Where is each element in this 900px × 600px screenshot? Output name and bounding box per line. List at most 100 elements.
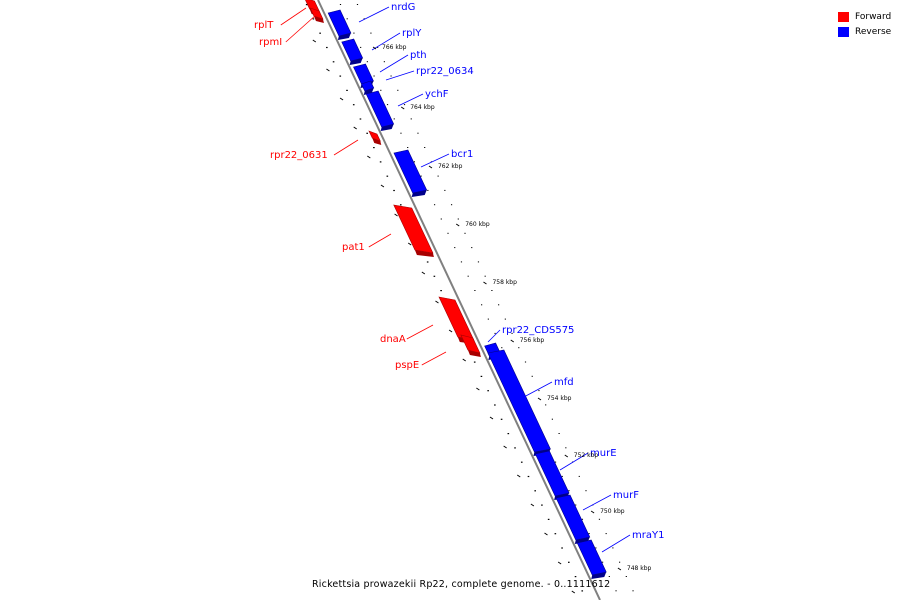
track-dash	[353, 126, 357, 130]
scale-tick	[537, 397, 542, 401]
gene-nrdG	[327, 9, 352, 37]
track-dot	[363, 18, 365, 20]
track-dot	[471, 247, 473, 249]
track-dot	[504, 318, 506, 320]
track-dot	[625, 576, 627, 577]
scale-tick-label: 758 kbp	[492, 279, 517, 286]
track-dot	[417, 132, 419, 134]
scale-tick	[372, 46, 377, 50]
track-dot	[477, 261, 480, 263]
track-dot	[567, 561, 570, 563]
track-dash	[503, 445, 507, 449]
gene-mraY1	[576, 539, 607, 576]
scale-tick-label: 754 kbp	[547, 395, 572, 402]
track-dot	[574, 576, 577, 578]
track-dot	[484, 275, 486, 277]
map-caption: Rickettsia prowazekii Rp22, complete gen…	[312, 579, 611, 590]
track-dot	[410, 118, 412, 120]
track-dot	[595, 547, 597, 549]
track-dot	[420, 175, 422, 177]
forward-swatch	[838, 11, 849, 22]
scale-tick-label: 766 kbp	[382, 44, 407, 51]
track-dot	[511, 332, 513, 334]
leader-line-rpr22_CDS575	[487, 329, 501, 343]
track-dot	[534, 490, 536, 492]
track-dot	[547, 518, 550, 520]
scale-ticks: 766 kbp 764 kbp 762 kbp 760 kbp 758 kbp 756 k…	[372, 44, 652, 572]
track-dot	[498, 304, 500, 306]
track-dot	[561, 547, 563, 549]
track-dot	[450, 204, 453, 206]
track-dot	[527, 475, 530, 478]
leader-line-ychF	[397, 93, 424, 107]
gene-label-ychF: ychF	[425, 89, 449, 100]
track-dot	[551, 418, 553, 420]
track-dot	[605, 533, 607, 535]
track-dash	[326, 68, 330, 72]
track-dot	[332, 61, 335, 63]
scale-tick	[455, 223, 460, 227]
track-dot	[581, 590, 584, 592]
gene-features	[305, 0, 607, 579]
track-dot	[457, 218, 459, 220]
scale-tick-label: 756 kbp	[520, 337, 545, 344]
track-dash	[448, 329, 453, 333]
track-dot	[352, 104, 355, 106]
track-dot	[400, 132, 402, 134]
track-dot	[588, 533, 590, 535]
track-dot	[399, 204, 402, 206]
track-dot	[366, 132, 368, 134]
track-dot	[518, 347, 520, 349]
track-dot	[346, 18, 348, 20]
track-dash	[312, 39, 317, 43]
track-dot	[558, 433, 560, 434]
track-dot	[407, 147, 409, 148]
gene-label-rplT: rplT	[254, 20, 274, 31]
gene-label-murE: murE	[590, 448, 617, 459]
track-dot	[581, 518, 584, 520]
track-dot	[426, 261, 429, 263]
track-dot	[383, 61, 385, 63]
scale-tick	[428, 165, 433, 169]
track-dot	[356, 4, 359, 5]
track-dot	[454, 247, 456, 249]
scale-tick-label: 748 kbp	[627, 565, 652, 572]
track-dot	[554, 533, 557, 535]
scale-tick	[510, 339, 515, 343]
gene-bevel-ychF	[380, 124, 394, 131]
track-dash	[571, 590, 576, 594]
gene-bevel-pspE	[467, 350, 481, 357]
legend: Forward Reverse	[838, 9, 891, 39]
gene-label-mfd: mfd	[554, 377, 574, 388]
track-dot	[319, 32, 321, 34]
track-dot	[487, 390, 489, 392]
track-dot	[474, 290, 476, 291]
track-dash	[380, 184, 385, 188]
leader-line-rpr22_0634	[385, 70, 415, 81]
track-dot	[575, 504, 577, 506]
track-dot	[494, 332, 496, 334]
track-dash	[557, 561, 562, 565]
track-dot	[440, 218, 442, 220]
gene-label-rpr22_0634: rpr22_0634	[416, 66, 474, 77]
legend-item-reverse: Reverse	[838, 24, 891, 39]
tick-dots	[305, 4, 634, 594]
track-dot	[520, 461, 523, 463]
track-dot	[578, 475, 580, 477]
track-dot	[618, 561, 621, 563]
gene-label-pat1: pat1	[342, 242, 365, 253]
scale-tick-label: 764 kbp	[410, 104, 435, 111]
scale-tick-label: 750 kbp	[600, 508, 625, 515]
track-dash	[394, 213, 398, 217]
track-dot	[481, 304, 483, 306]
track-dot	[514, 447, 516, 449]
track-dot	[370, 32, 372, 34]
track-dot	[524, 361, 527, 363]
track-dot	[598, 518, 601, 520]
track-dot	[326, 46, 328, 49]
track-dot	[373, 147, 375, 149]
track-dot	[464, 232, 466, 234]
track-dot	[601, 561, 604, 563]
gene-label-rpr22_0631: rpr22_0631	[270, 150, 328, 161]
scale-tick	[590, 510, 595, 514]
